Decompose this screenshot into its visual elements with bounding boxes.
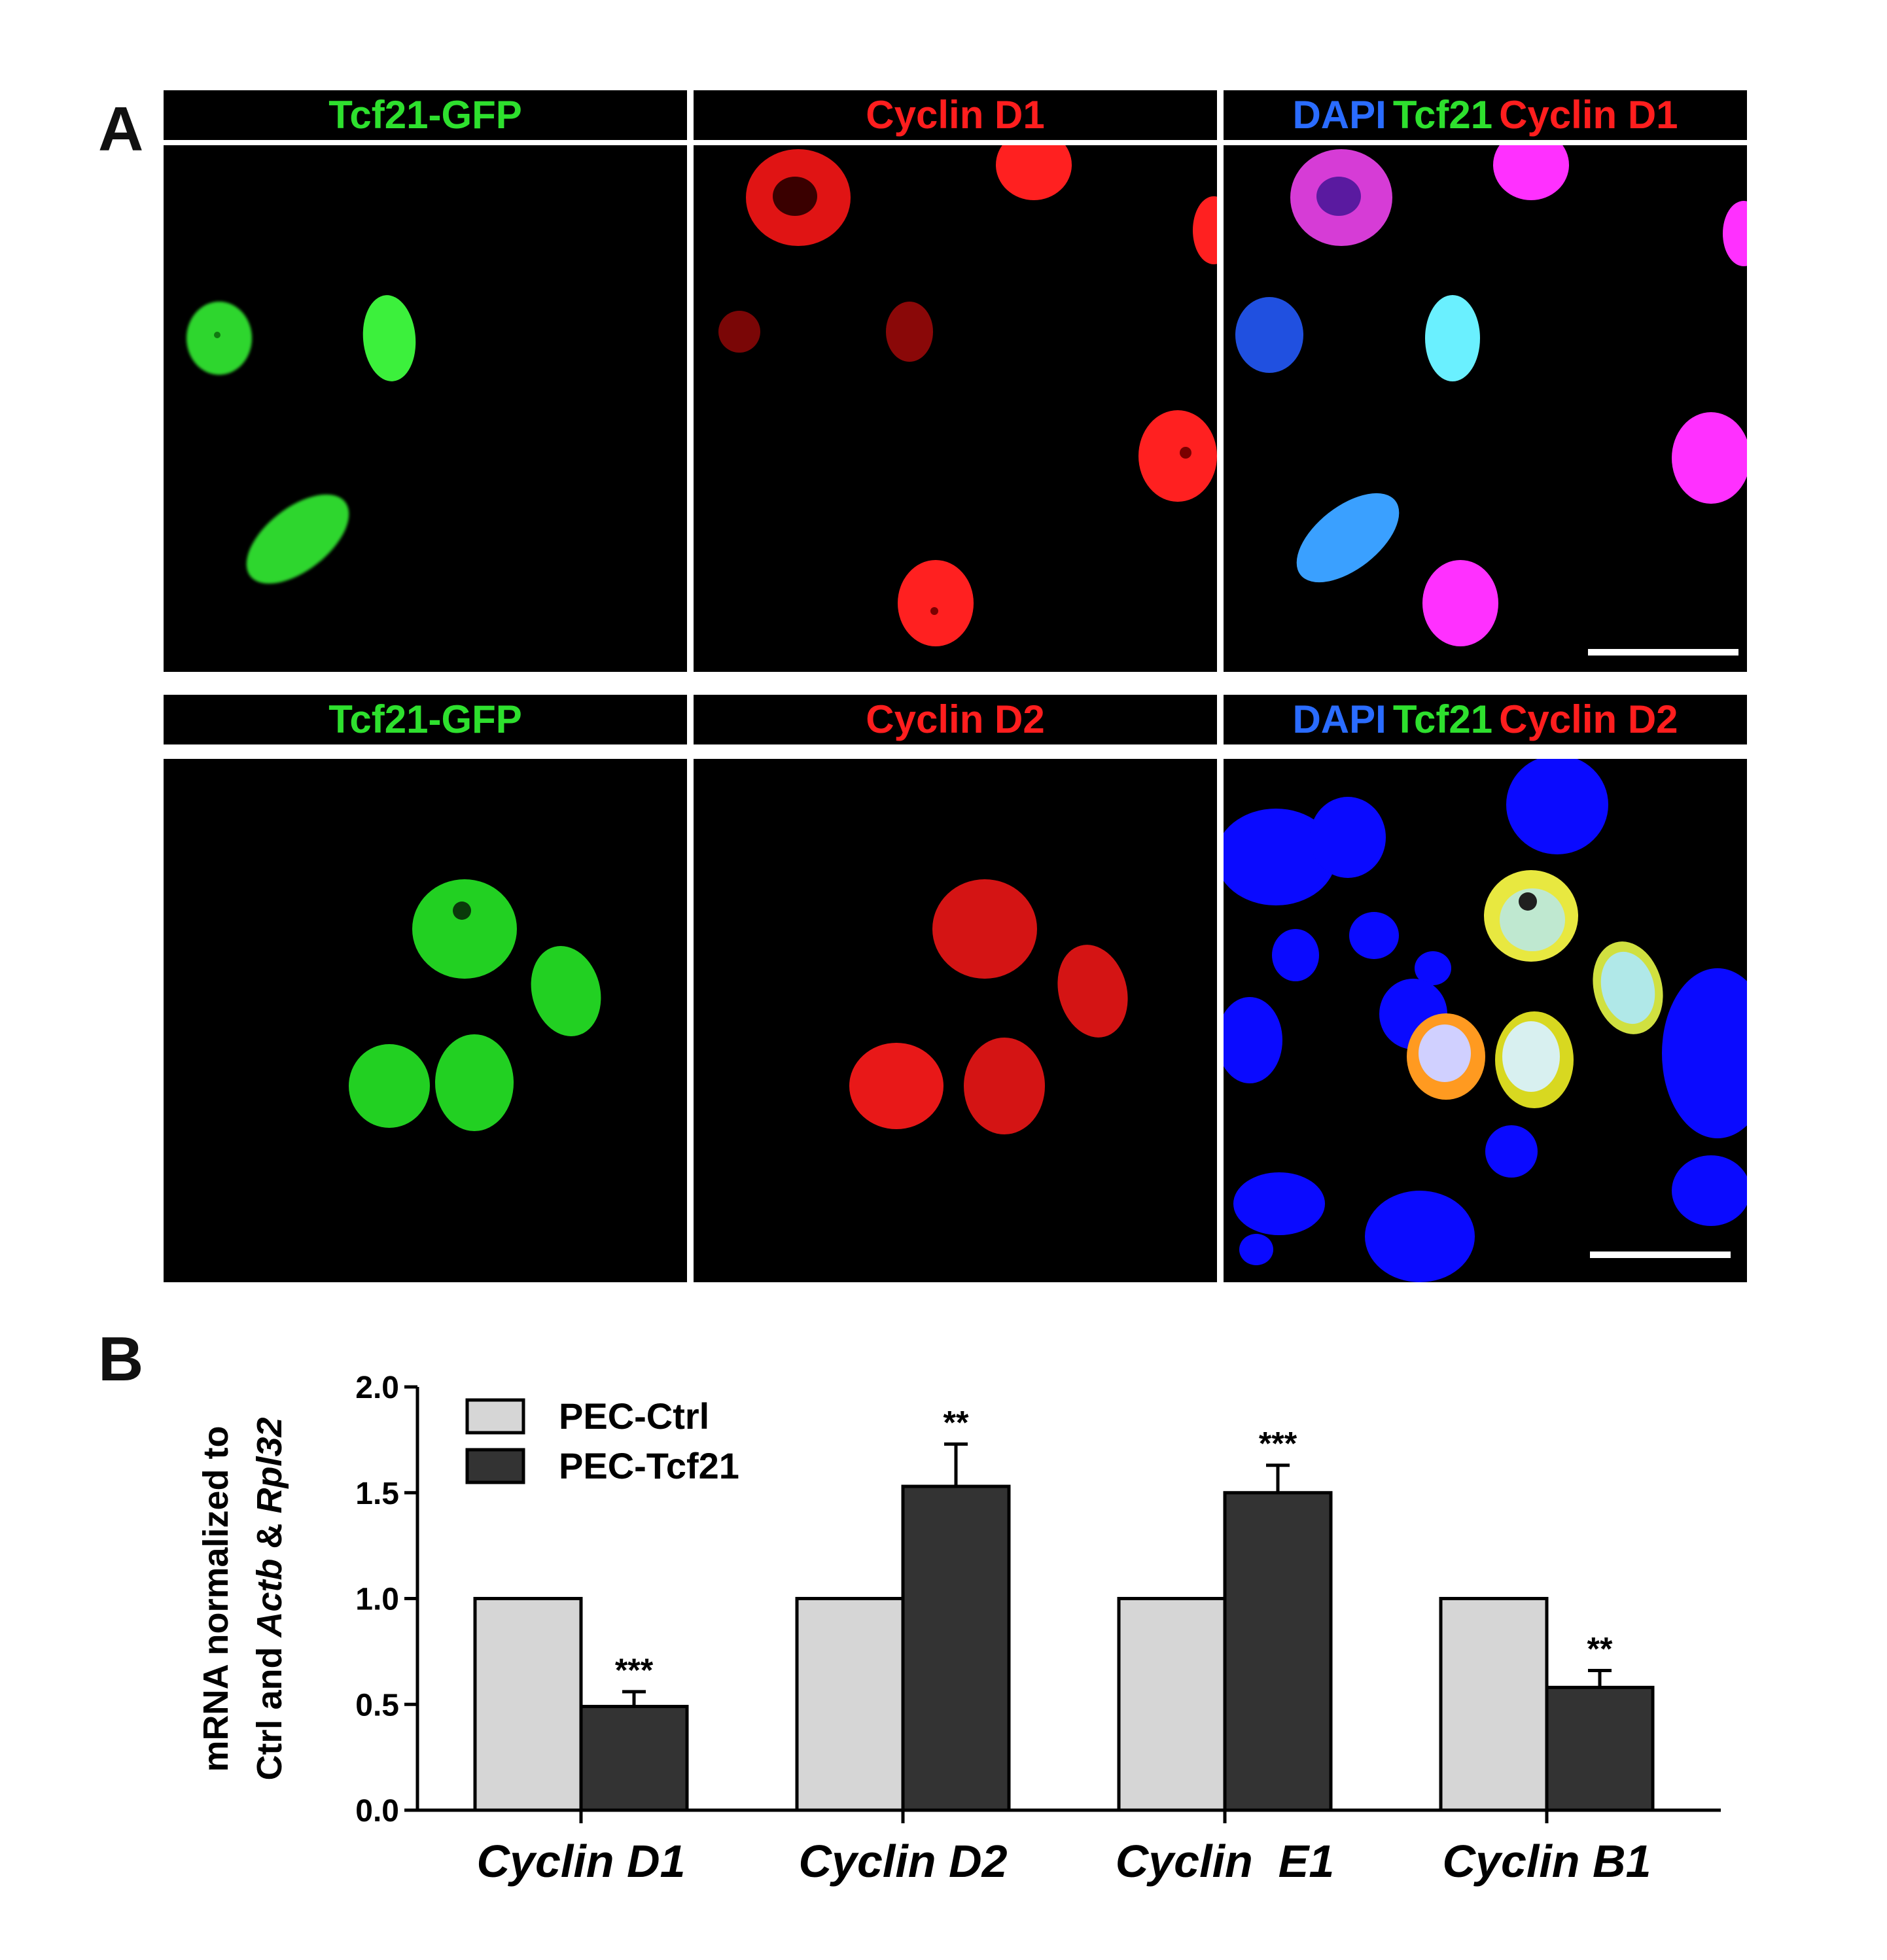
category-label: Cyclin B1: [1443, 1836, 1651, 1887]
image-r1-gfp: [164, 145, 687, 672]
y-axis-label-part: &: [250, 1514, 289, 1559]
significance-label: ***: [615, 1652, 654, 1689]
y-tick-label: 2.0: [355, 1371, 399, 1405]
header-text-part: Cyclin D2: [866, 697, 1045, 741]
y-axis-label-part: Rpl32: [250, 1417, 289, 1513]
header-r2-cyclin: Cyclin D2: [694, 695, 1217, 744]
y-axis-label-part: Ctrl and: [250, 1637, 289, 1781]
legend-label: PEC-Tcf21: [559, 1445, 739, 1486]
bar-tcf21: [579, 1704, 689, 1812]
header-text-part: DAPI: [1292, 93, 1386, 137]
bar-chart: 0.0 0.5 1.0 1.5 2.0 mRNA normalized to Ctrl an…: [196, 1371, 1721, 1887]
header-text-part: Cyclin D1: [866, 93, 1045, 137]
image-r2-merge: [1224, 759, 1747, 1282]
image-r2-cyclin: [694, 759, 1217, 1282]
legend-swatch: [465, 1398, 525, 1435]
header-r1-merge: DAPI Tcf21 Cyclin D1: [1224, 90, 1747, 140]
category-label: Cyclin D2: [799, 1836, 1008, 1887]
y-axis-label-line1: mRNA normalized to: [196, 1426, 236, 1772]
legend-label: PEC-Ctrl: [559, 1395, 709, 1437]
significance-label: **: [944, 1404, 969, 1441]
bar-tcf21: [901, 1484, 1011, 1812]
category-label: Cyclin D1: [477, 1836, 686, 1887]
bar-ctrl: [795, 1597, 905, 1812]
category-label: Cyclin E1: [1116, 1836, 1335, 1887]
bar-ctrl: [473, 1597, 583, 1812]
y-axis-label-part: Actb: [250, 1559, 289, 1639]
header-text-part: Tcf21: [1392, 697, 1493, 741]
legend-swatch: [465, 1448, 525, 1484]
panel-b-label: B: [98, 1324, 144, 1394]
header-text-part: Cyclin D2: [1499, 697, 1678, 741]
header-text-part: Tcf21-GFP: [328, 93, 522, 137]
scale-bar-r1: [1588, 649, 1738, 656]
image-r1-merge: [1224, 145, 1747, 672]
header-text-part: DAPI: [1292, 697, 1386, 741]
panel-a-label: A: [98, 94, 144, 164]
header-text-part: Tcf21-GFP: [328, 697, 522, 741]
significance-label: **: [1587, 1630, 1613, 1667]
y-tick-label: 0.0: [355, 1794, 399, 1829]
image-r1-cyclin: [694, 145, 1217, 672]
header-text-part: Tcf21: [1392, 93, 1493, 137]
y-tick-label: 1.5: [355, 1477, 399, 1511]
header-r1-gfp: Tcf21-GFP: [164, 90, 687, 140]
y-axis-label-line2: Ctrl and Actb & Rpl32: [250, 1417, 289, 1780]
bar-ctrl: [1439, 1597, 1549, 1812]
bar-ctrl: [1117, 1597, 1227, 1812]
bar-tcf21: [1545, 1685, 1655, 1812]
image-r2-gfp: [164, 759, 687, 1282]
y-tick-label: 1.0: [355, 1583, 399, 1617]
y-tick-label: 0.5: [355, 1688, 399, 1723]
header-r1-cyclin: Cyclin D1: [694, 90, 1217, 140]
header-text-part: Cyclin D1: [1499, 93, 1678, 137]
scale-bar-r2: [1590, 1251, 1731, 1258]
header-r2-gfp: Tcf21-GFP: [164, 695, 687, 744]
header-r2-merge: DAPI Tcf21 Cyclin D2: [1224, 695, 1747, 744]
bar-tcf21: [1223, 1491, 1333, 1812]
significance-label: ***: [1259, 1426, 1297, 1462]
